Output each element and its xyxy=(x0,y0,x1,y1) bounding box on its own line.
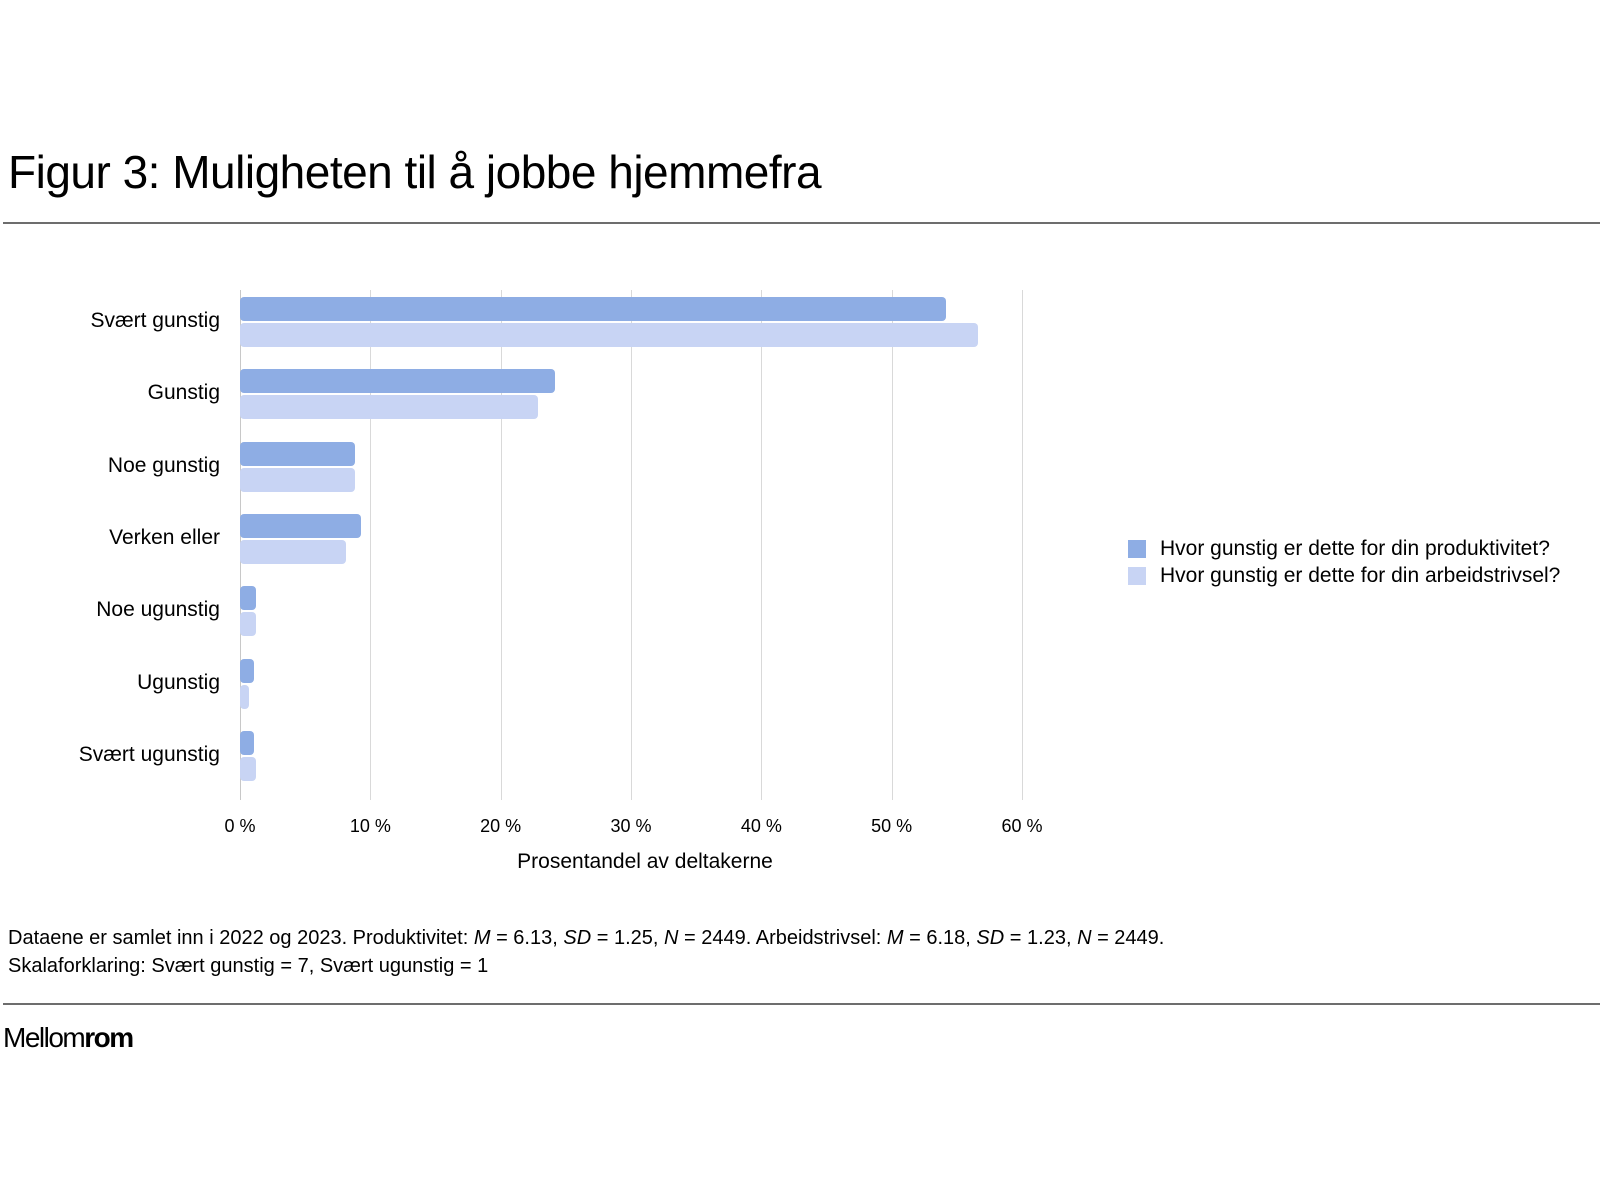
bottom-divider xyxy=(3,1003,1600,1005)
bar xyxy=(240,297,947,321)
category-label: Svært ugunstig xyxy=(78,742,220,766)
bar xyxy=(240,395,539,420)
chart-title: Figur 3: Muligheten til å jobbe hjemmefr… xyxy=(8,146,822,198)
gridline xyxy=(631,290,632,800)
bar xyxy=(240,513,362,538)
x-axis-label: Prosentandel av deltakerne xyxy=(517,850,773,873)
gridline xyxy=(500,290,502,800)
legend-item-wellbeing: Hvor gunstig er dette for din arbeidstri… xyxy=(1128,562,1560,589)
bar xyxy=(240,586,256,611)
legend-item-productivity: Hvor gunstig er dette for din produktivi… xyxy=(1128,535,1560,562)
bar xyxy=(240,658,255,683)
x-tick-label: 40 % xyxy=(740,816,782,836)
category-label: Gunstig xyxy=(147,381,220,405)
legend-label: Hvor gunstig er dette for din produktivi… xyxy=(1160,536,1550,560)
x-tick-label: 20 % xyxy=(480,816,522,836)
x-tick-label: 10 % xyxy=(349,816,391,836)
bar xyxy=(240,684,250,709)
gridline xyxy=(891,290,893,800)
bar xyxy=(240,730,255,755)
category-label: Verken eller xyxy=(109,525,220,549)
category-label: Svært gunstig xyxy=(90,309,220,332)
brand-logo: Mellomrom xyxy=(3,1022,134,1054)
bar xyxy=(240,467,355,492)
x-tick-label: 30 % xyxy=(610,816,652,836)
legend-swatch-wellbeing xyxy=(1128,566,1146,585)
brand-bold: rom xyxy=(84,1022,134,1053)
legend-label: Hvor gunstig er dette for din arbeidstri… xyxy=(1160,563,1561,587)
plot-area xyxy=(240,290,1040,800)
x-tick-label: 50 % xyxy=(871,816,913,836)
footnote: Dataene er samlet inn i 2022 og 2023. Pr… xyxy=(8,924,1164,980)
category-label: Ugunstig xyxy=(137,670,220,694)
top-divider xyxy=(3,222,1600,224)
bar xyxy=(240,539,346,564)
category-label: Noe ugunstig xyxy=(96,598,220,622)
gridline xyxy=(1022,290,1023,800)
category-label: Noe gunstig xyxy=(107,453,220,477)
footnote-stats: Dataene er samlet inn i 2022 og 2023. Pr… xyxy=(8,927,1165,949)
bar xyxy=(240,323,978,347)
x-tick-label: 60 % xyxy=(1001,816,1043,836)
footnote-scale: Skalaforklaring: Svært gunstig = 7, Svær… xyxy=(8,955,489,977)
brand-light: Mellom xyxy=(3,1022,86,1053)
bar xyxy=(240,441,355,466)
bar xyxy=(240,612,256,637)
bar xyxy=(240,369,556,394)
x-tick-label: 0 % xyxy=(224,816,256,836)
legend-swatch-productivity xyxy=(1128,539,1146,558)
legend: Hvor gunstig er dette for din produktivi… xyxy=(1128,535,1560,589)
gridline xyxy=(761,290,763,800)
gridline xyxy=(370,290,372,800)
bar xyxy=(240,756,256,781)
